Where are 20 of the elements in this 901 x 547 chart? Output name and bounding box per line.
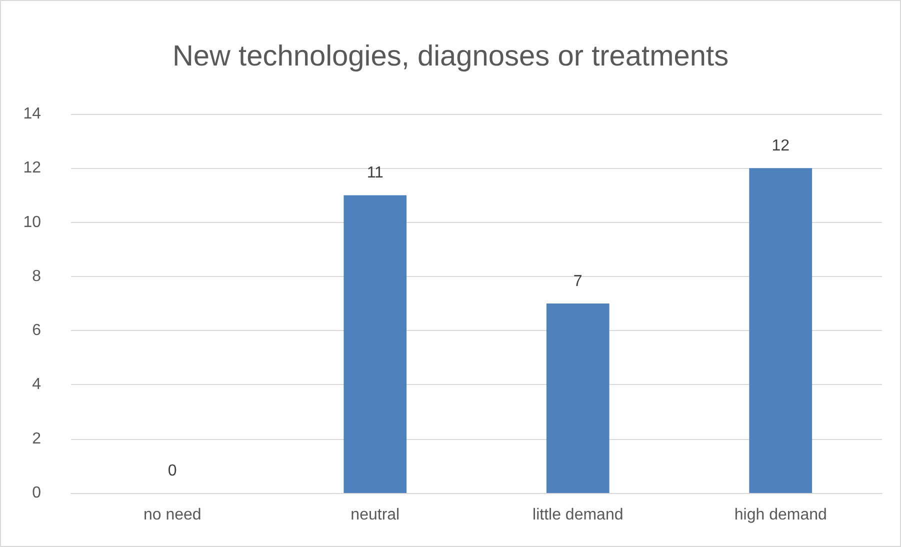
y-tick-label: 10 <box>23 214 42 231</box>
data-label: 12 <box>772 138 790 155</box>
y-tick-label: 8 <box>32 268 42 285</box>
y-tick-label: 2 <box>32 430 42 448</box>
data-label: 7 <box>573 273 582 290</box>
y-tick-label: 4 <box>32 376 42 394</box>
bar <box>546 304 610 493</box>
y-tick-label: 12 <box>23 160 42 177</box>
chart-title: New technologies, diagnoses or treatments <box>172 40 729 72</box>
x-tick-label: little demand <box>532 506 624 524</box>
x-tick-label: high demand <box>734 506 827 524</box>
x-tick-label: neutral <box>350 506 400 524</box>
y-tick-label: 6 <box>32 322 42 340</box>
x-tick-label: no need <box>143 506 202 524</box>
y-tick-label: 14 <box>23 106 42 122</box>
y-tick-label: 0 <box>32 484 42 502</box>
data-label: 0 <box>168 462 177 480</box>
bar <box>344 195 407 493</box>
data-label: 11 <box>366 164 384 182</box>
bar <box>749 168 812 493</box>
